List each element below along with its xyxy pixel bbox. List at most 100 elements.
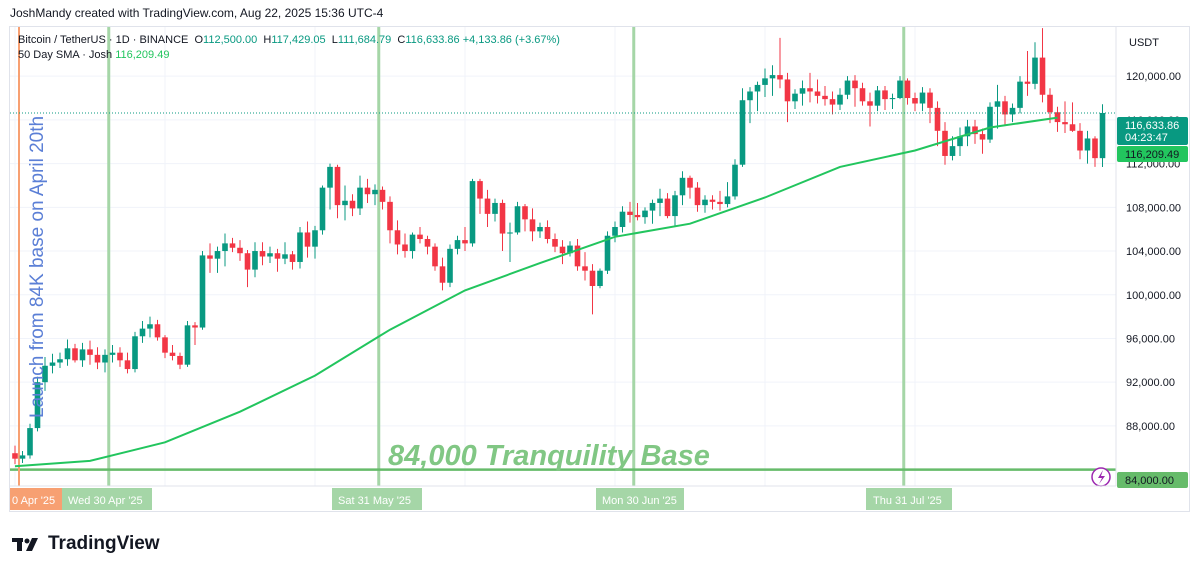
candle [724,182,731,208]
candle-body [147,324,153,329]
candle [732,159,738,200]
legend-sma-label: 50 Day SMA · Josh [18,49,113,61]
candle [1047,88,1053,124]
candle-body [327,166,333,188]
candle [889,93,896,109]
candle [282,242,288,265]
candle [132,331,138,373]
time-label-apr20: 0 Apr '25 [12,495,55,507]
candle-body [972,126,978,135]
candle [154,319,161,341]
candle [94,347,101,370]
candle-body [612,226,618,236]
candle-body [544,226,551,240]
candle [829,91,836,115]
candle [574,239,581,271]
candle-body [597,270,603,287]
candle [859,82,866,106]
candle-body [567,245,573,254]
candle [1017,76,1023,114]
candle-body [139,328,146,337]
candle [1092,136,1098,167]
candle [432,243,438,271]
candle-body [672,195,678,217]
candle [214,246,221,273]
candle [642,207,648,224]
candle [229,237,236,253]
candle-body [1032,57,1038,84]
candle-body [229,243,236,248]
candle-body [364,187,371,195]
candle [394,220,401,255]
price-tick-label: 88,000.00 [1126,421,1175,433]
candle [244,249,251,288]
candle [109,345,116,363]
candle-body [1084,138,1091,151]
candle-body [462,240,468,244]
candle [762,68,768,97]
candle-body [237,247,243,254]
candle-body [42,365,48,383]
candle [492,198,498,222]
candle-body [529,219,536,232]
candle [402,233,408,258]
vertical-markers [107,27,906,486]
sma-price-label: 116,209.49 [1125,149,1179,161]
candle [1099,104,1106,168]
candle-body [784,79,791,102]
last-price-label: 116,633.86 [1125,120,1179,132]
legend-low: 111,684.79 [337,34,392,46]
candle [957,127,963,156]
candle-body [214,251,221,259]
candle-body [1069,124,1076,131]
candle [822,86,828,106]
candle-body [777,75,783,80]
price-tick-label: 104,000.00 [1126,246,1181,258]
candle [192,322,198,346]
candle-body [259,251,266,257]
candle [544,220,551,244]
candle-body [949,146,956,156]
candle-body [919,92,926,104]
candle [357,175,363,215]
candles [12,28,1106,465]
candle [27,423,33,459]
candle-body [664,198,671,217]
candle-body [424,239,431,247]
candle-body [19,455,26,459]
candle [529,208,536,242]
currency-label: USDT [1129,37,1159,49]
chart-legend: Bitcoin / TetherUS · 1D · BINANCE O112,5… [18,33,560,63]
tradingview-brand[interactable]: TradingView [12,533,160,555]
candle-body [762,78,768,85]
candle-body [87,349,93,355]
candle-body [1099,112,1106,159]
candle-body [627,211,633,215]
candle-body [27,428,33,456]
candle [657,188,663,217]
candle-body [417,234,423,240]
candle [904,78,911,105]
candle [34,376,41,432]
candle [867,92,873,127]
candle-body [109,352,116,355]
candle [814,79,821,104]
candle [342,185,348,221]
candle [679,171,686,206]
candle [514,201,521,235]
candle-body [724,196,731,205]
candle [1054,106,1061,132]
candle [589,264,596,315]
chart-frame[interactable] [9,26,1190,512]
candle-body [657,198,663,203]
time-label-may31: Sat 31 May '25 [338,495,411,507]
candle [117,347,123,367]
candle-body [492,202,498,214]
candle [882,86,888,111]
candle [754,81,761,112]
candle-body [537,226,543,232]
candle [297,226,303,269]
candle [837,88,843,111]
legend-ohlc-row: Bitcoin / TetherUS · 1D · BINANCE O112,5… [18,34,560,46]
